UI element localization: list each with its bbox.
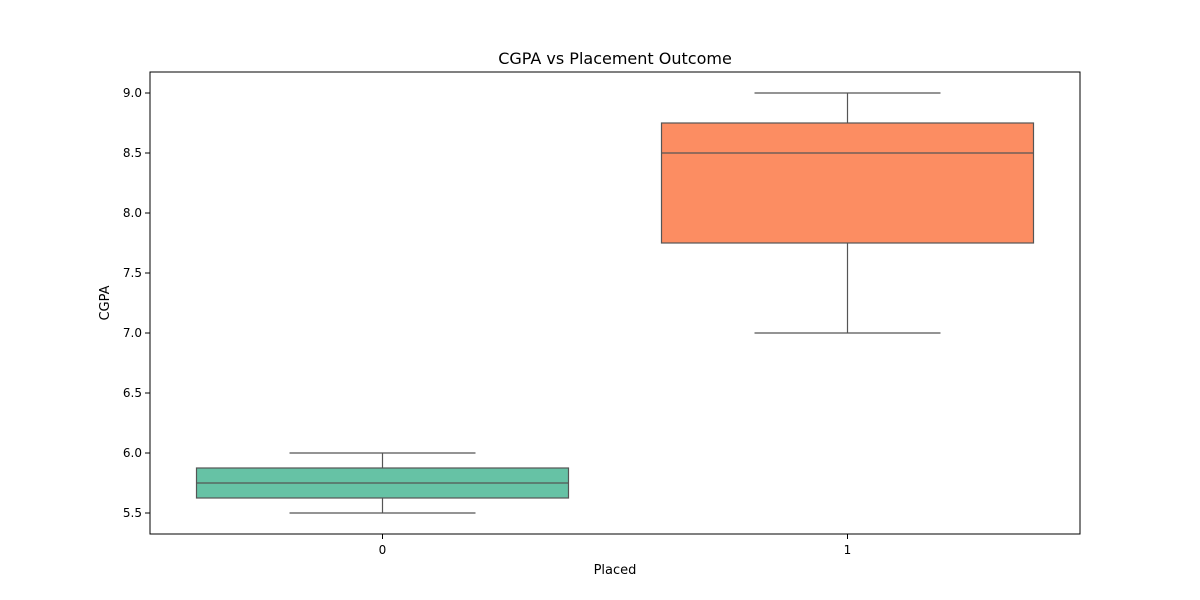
chart-title: CGPA vs Placement Outcome: [498, 49, 732, 68]
y-tick-label: 7.5: [123, 266, 142, 280]
x-tick-label: 0: [379, 543, 387, 557]
box-group-1: [660, 92, 1035, 334]
y-tick-label: 5.5: [123, 506, 142, 520]
y-tick-label: 7.0: [123, 326, 142, 340]
x-axis-label: Placed: [594, 563, 637, 578]
y-axis: 5.5 6.0 6.5 7.0 7.5 8.0 8.5 9.0: [123, 86, 150, 520]
box-group-0: [195, 452, 570, 514]
y-tick-label: 6.0: [123, 446, 142, 460]
y-tick-label: 9.0: [123, 86, 142, 100]
y-tick-label: 8.0: [123, 206, 142, 220]
plot-area-frame: [149, 71, 1081, 535]
y-axis-label: CGPA: [98, 285, 113, 320]
x-tick-label: 1: [844, 543, 852, 557]
iqr-box: [660, 122, 1035, 244]
y-tick-label: 6.5: [123, 386, 142, 400]
y-tick-label: 8.5: [123, 146, 142, 160]
boxes-layer: [195, 92, 1035, 514]
